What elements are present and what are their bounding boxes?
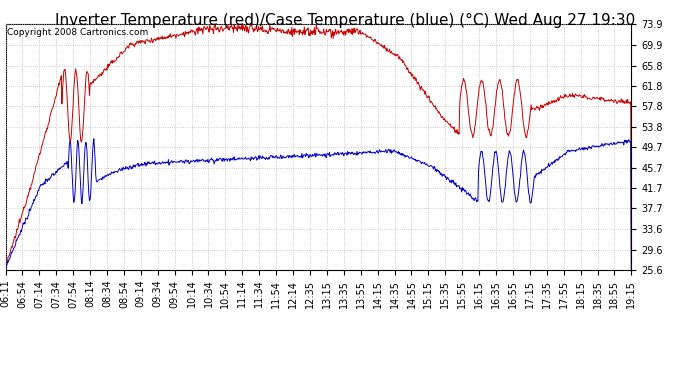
- Text: Copyright 2008 Cartronics.com: Copyright 2008 Cartronics.com: [7, 28, 148, 37]
- Text: Inverter Temperature (red)/Case Temperature (blue) (°C) Wed Aug 27 19:30: Inverter Temperature (red)/Case Temperat…: [55, 13, 635, 28]
